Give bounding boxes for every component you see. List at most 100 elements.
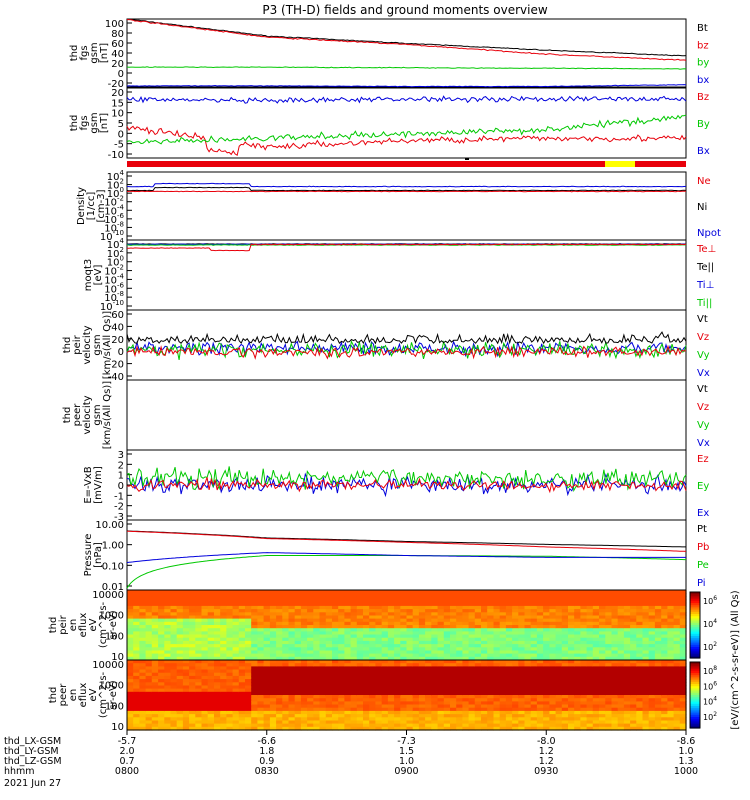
spectrogram-cell <box>313 714 321 718</box>
spectrogram-cell <box>294 710 302 715</box>
spectrogram-cell <box>269 660 277 664</box>
spectrogram-cell <box>487 675 494 680</box>
spectrogram-cell <box>648 590 656 594</box>
spectrogram-cell <box>568 596 575 601</box>
spectrogram-cell <box>176 602 184 607</box>
spectrogram-cell <box>288 691 296 696</box>
x-row-value: 0.7 <box>119 756 134 767</box>
spectrogram-cell <box>387 704 395 709</box>
spectrogram-cell <box>164 593 172 597</box>
spectrogram-cell <box>145 637 153 642</box>
spectrogram-cell <box>226 698 234 702</box>
spectrogram-cell <box>369 723 376 728</box>
spectrogram-cell <box>673 701 681 706</box>
spectrogram-cell <box>425 621 432 626</box>
spectrogram-cell <box>468 621 476 626</box>
spectrogram-cell <box>536 650 544 655</box>
spectrogram-cell <box>630 695 637 699</box>
spectrogram-cell <box>182 650 190 655</box>
spectrogram-cell <box>661 634 668 639</box>
spectrogram-cell <box>561 609 569 613</box>
spectrogram-cell <box>375 596 383 601</box>
spectrogram-cell <box>294 682 302 687</box>
spectrogram-cell <box>425 710 432 715</box>
y-axis-label: [nPa] <box>93 542 104 568</box>
spectrogram-cell <box>375 593 383 597</box>
spectrogram-cell <box>530 707 538 712</box>
spectrogram-cell <box>307 593 314 597</box>
spectrogram-cell <box>673 698 681 702</box>
spectrogram-cell <box>300 672 308 677</box>
spectrogram-cell <box>561 615 569 620</box>
spectrogram-cell <box>505 621 513 626</box>
spectrogram-cell <box>648 698 656 702</box>
spectrogram-cell <box>251 599 258 604</box>
spectrogram-cell <box>462 593 470 597</box>
y-axis-label: Pressure <box>83 534 94 577</box>
spectrogram-cell <box>182 609 190 613</box>
spectrogram-cell <box>350 599 358 604</box>
spectrogram-cell <box>394 704 401 709</box>
spectrogram-cell <box>387 590 395 594</box>
spectrogram-cell <box>214 615 221 620</box>
spectrogram-cell <box>450 695 457 699</box>
spectrogram-cell <box>456 704 463 709</box>
spectrogram-cell <box>201 701 209 706</box>
spectrogram-cell <box>524 637 532 642</box>
spectrogram-cell <box>468 698 476 702</box>
spectrogram-cell <box>127 669 134 674</box>
spectrogram-cell <box>288 605 296 610</box>
spectrogram-cell <box>580 707 588 712</box>
spectrogram-cell <box>524 675 532 680</box>
spectrogram-cell <box>133 618 140 623</box>
spectrogram-cell <box>232 675 240 680</box>
spectrogram-cell <box>288 714 296 718</box>
spectrogram-cell <box>468 704 476 709</box>
spectrogram-cell <box>586 710 594 715</box>
spectrogram-cell <box>481 691 488 696</box>
spectrogram-cell <box>437 672 445 677</box>
spectrogram-cell <box>636 615 644 620</box>
spectrogram-cell <box>549 637 557 642</box>
spectrogram-cell <box>592 672 600 677</box>
spectrogram-cell <box>387 602 395 607</box>
spectrogram-cell <box>338 679 345 683</box>
spectrogram-cell <box>139 637 147 642</box>
spectrogram-cell <box>276 599 283 604</box>
spectrogram-cell <box>617 714 625 718</box>
spectrogram-cell <box>679 698 687 702</box>
spectrogram-cell <box>282 602 290 607</box>
spectrogram-cell <box>568 695 575 699</box>
spectrogram-cell <box>536 628 544 632</box>
spectrogram-cell <box>493 631 501 636</box>
spectrogram-cell <box>238 698 246 702</box>
spectrogram-cell <box>673 625 681 629</box>
spectrogram-cell <box>487 710 494 715</box>
spectrogram-cell <box>543 618 550 623</box>
spectrogram-cell <box>661 663 668 667</box>
spectrogram-cell <box>425 647 432 652</box>
spectrogram-cell <box>127 631 134 636</box>
spectrogram-cell <box>524 593 532 597</box>
spectrogram-cell <box>263 720 271 725</box>
spectrogram-cell <box>319 669 327 674</box>
spectrogram-cell <box>456 685 463 690</box>
spectrogram-cell <box>381 682 389 687</box>
spectrogram-cell <box>474 672 482 677</box>
spectrogram-cell <box>493 726 501 731</box>
spectrogram-cell <box>350 653 358 658</box>
spectrogram-cell <box>151 631 159 636</box>
spectrogram-cell <box>450 698 457 702</box>
spectrogram-cell <box>431 596 439 601</box>
spectrogram-cell <box>189 634 196 639</box>
spectrogram-cell <box>356 679 364 683</box>
spectrogram-cell <box>381 663 389 667</box>
spectrogram-cell <box>667 669 675 674</box>
spectrogram-cell <box>586 653 594 658</box>
spectrogram-cell <box>654 685 662 690</box>
spectrogram-cell <box>269 714 277 718</box>
legend-label: by <box>697 58 709 69</box>
spectrogram-cell <box>164 625 172 629</box>
spectrogram-cell <box>344 717 352 722</box>
spectrogram-cell <box>443 679 451 683</box>
